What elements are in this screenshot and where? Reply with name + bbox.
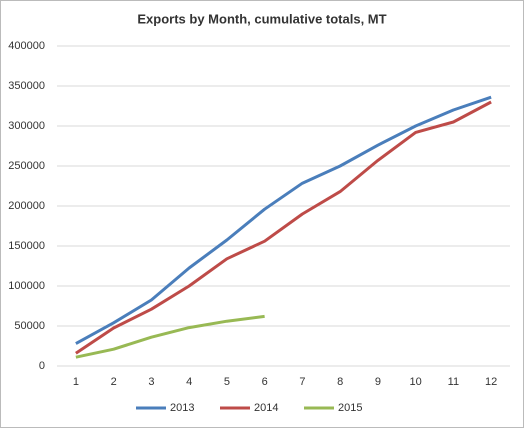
x-tick-label: 9: [375, 376, 381, 388]
y-tick-label: 0: [39, 360, 45, 372]
y-tick-label: 200000: [8, 200, 45, 212]
x-tick-label: 10: [410, 376, 422, 388]
x-tick-label: 5: [224, 376, 230, 388]
legend-label: 2013: [170, 402, 194, 414]
y-tick-label: 300000: [8, 120, 45, 132]
legend-label: 2015: [338, 402, 362, 414]
x-tick-label: 12: [485, 376, 497, 388]
y-tick-label: 250000: [8, 160, 45, 172]
x-tick-label: 1: [73, 376, 79, 388]
y-tick-label: 400000: [8, 40, 45, 52]
y-tick-label: 150000: [8, 240, 45, 252]
legend-label: 2014: [254, 402, 278, 414]
x-tick-label: 6: [262, 376, 268, 388]
series-line: [75, 95, 492, 345]
y-tick-label: 350000: [8, 80, 45, 92]
y-tick-label: 100000: [8, 280, 45, 292]
x-tick-label: 4: [186, 376, 192, 388]
x-tick-label: 2: [111, 376, 117, 388]
chart-title: Exports by Month, cumulative totals, MT: [137, 11, 386, 26]
x-tick-label: 3: [148, 376, 154, 388]
x-tick-label: 7: [299, 376, 305, 388]
x-tick-label: 8: [337, 376, 343, 388]
y-tick-label: 50000: [14, 320, 45, 332]
series-line: [75, 314, 265, 359]
series-line: [75, 100, 492, 355]
x-tick-label: 11: [448, 376, 459, 388]
